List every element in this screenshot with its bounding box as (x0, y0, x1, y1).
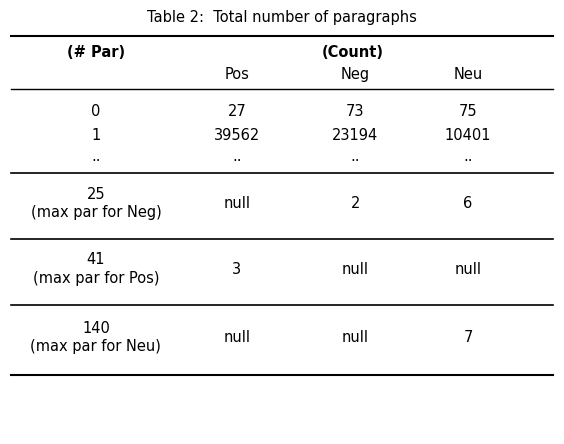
Text: null: null (223, 196, 250, 211)
Text: null: null (342, 330, 369, 345)
Text: 75: 75 (459, 104, 478, 119)
Text: Neu: Neu (453, 67, 483, 82)
Text: 6: 6 (464, 196, 473, 211)
Text: null: null (342, 262, 369, 277)
Text: 39562: 39562 (214, 128, 260, 143)
Text: 2: 2 (351, 196, 360, 211)
Text: 25
(max par for Neg): 25 (max par for Neg) (30, 186, 161, 220)
Text: (# Par): (# Par) (67, 45, 125, 60)
Text: Pos: Pos (224, 67, 249, 82)
Text: 140
(max par for Neu): 140 (max par for Neu) (30, 321, 161, 354)
Text: null: null (223, 330, 250, 345)
Text: ..: .. (351, 149, 360, 164)
Text: 3: 3 (232, 262, 241, 277)
Text: 0: 0 (91, 104, 100, 119)
Text: 7: 7 (464, 330, 473, 345)
Text: ..: .. (91, 149, 100, 164)
Text: 1: 1 (91, 128, 100, 143)
Text: Neg: Neg (341, 67, 370, 82)
Text: 41
(max par for Pos): 41 (max par for Pos) (33, 252, 159, 286)
Text: (Count): (Count) (321, 45, 384, 60)
Text: ..: .. (464, 149, 473, 164)
Text: 23194: 23194 (332, 128, 378, 143)
Text: 10401: 10401 (445, 128, 491, 143)
Text: 27: 27 (227, 104, 246, 119)
Text: null: null (455, 262, 482, 277)
Text: ..: .. (232, 149, 241, 164)
Text: Table 2:  Total number of paragraphs: Table 2: Total number of paragraphs (147, 10, 417, 25)
Text: 73: 73 (346, 104, 364, 119)
